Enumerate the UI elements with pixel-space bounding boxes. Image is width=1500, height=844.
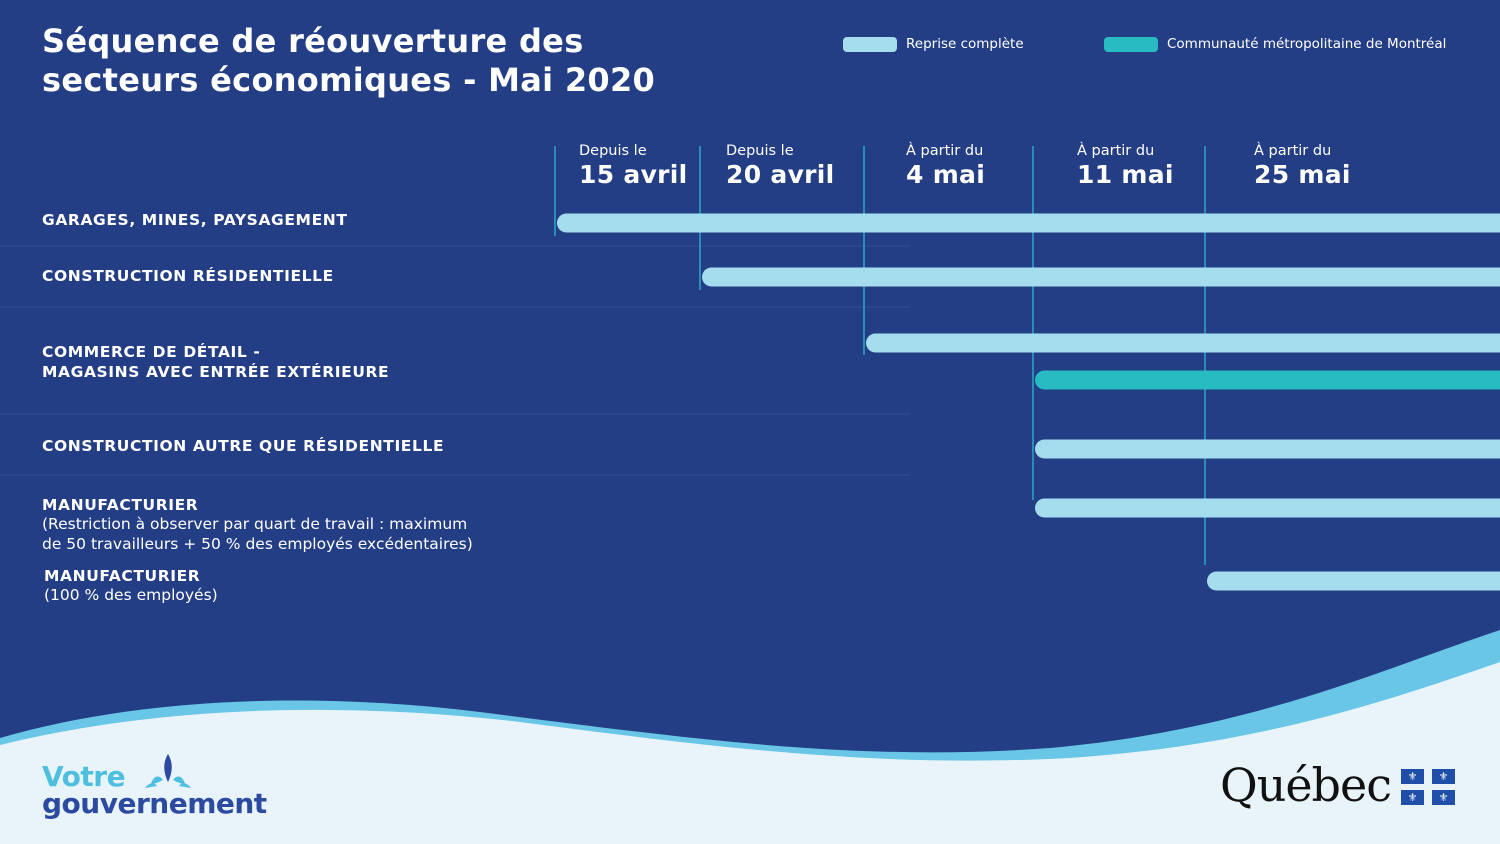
column-header-15-avril: Depuis le 15 avril	[579, 142, 688, 190]
row-label-manufacturier-restriction: MANUFACTURIER (Restriction à observer pa…	[42, 495, 522, 554]
column-date: 20 avril	[726, 160, 835, 189]
title-line-1: Séquence de réouverture des	[42, 22, 584, 60]
column-prefix: Depuis le	[579, 143, 647, 159]
column-prefix: Depuis le	[726, 143, 794, 159]
wave-pale-area	[0, 662, 1500, 844]
row-title-line-2: MAGASINS AVEC ENTRÉE EXTÉRIEURE	[42, 363, 390, 381]
column-header-25-mai: À partir du 25 mai	[1254, 142, 1351, 190]
gouvernement-text: gouvernement	[42, 787, 267, 820]
bar-full-row-5	[1207, 571, 1500, 591]
row-note: (Restriction à observer par quart de tra…	[42, 515, 468, 533]
fleur-de-lys-icon: ⚜	[1432, 769, 1455, 784]
legend-label-cmm: Communauté métropolitaine de Montréal	[1167, 36, 1447, 52]
bar-full-row-4	[1035, 498, 1500, 518]
row-label-commerce-detail: COMMERCE DE DÉTAIL - MAGASINS AVEC ENTRÉ…	[42, 342, 522, 382]
fleur-de-lys-icon: ⚜	[1401, 769, 1424, 784]
row-label-garages: GARAGES, MINES, PAYSAGEMENT	[42, 210, 522, 230]
column-header-4-mai: À partir du 4 mai	[906, 142, 985, 190]
row-label-manufacturier-100: MANUFACTURIER (100 % des employés)	[44, 566, 524, 606]
row-title: MANUFACTURIER	[44, 567, 201, 585]
bar-full-row-2	[866, 333, 1500, 353]
bar-full-row-0	[557, 213, 1500, 233]
fleur-de-lys-icon: ⚜	[1401, 790, 1424, 805]
legend-swatch-full	[843, 36, 897, 52]
row-label-construction-autre: CONSTRUCTION AUTRE QUE RÉSIDENTIELLE	[42, 436, 522, 456]
row-title: MANUFACTURIER	[42, 496, 199, 514]
column-prefix: À partir du	[906, 143, 984, 159]
legend-item-full: Reprise complète	[843, 36, 1024, 52]
row-title: CONSTRUCTION AUTRE QUE RÉSIDENTIELLE	[42, 437, 445, 455]
row-note: (100 % des employés)	[44, 586, 218, 604]
row-label-construction-residentielle: CONSTRUCTION RÉSIDENTIELLE	[42, 266, 522, 286]
footer-wave	[0, 630, 1500, 844]
column-header-11-mai: À partir du 11 mai	[1077, 142, 1174, 190]
legend-swatch-cmm	[1104, 36, 1158, 52]
column-header-20-avril: Depuis le 20 avril	[726, 142, 835, 190]
votre-text: Votre	[42, 760, 126, 793]
title-line-2: secteurs économiques - Mai 2020	[42, 61, 656, 99]
row-title: GARAGES, MINES, PAYSAGEMENT	[42, 211, 348, 229]
legend-item-cmm: Communauté métropolitaine de Montréal	[1104, 36, 1446, 52]
legend-label-full: Reprise complète	[906, 36, 1024, 52]
column-prefix: À partir du	[1254, 143, 1332, 159]
row-title: COMMERCE DE DÉTAIL -	[42, 343, 261, 361]
page-title: Séquence de réouverture des secteurs éco…	[42, 22, 655, 100]
column-date: 25 mai	[1254, 160, 1351, 189]
fleur-de-lys-icon: ⚜	[1432, 790, 1455, 805]
row-dividers	[0, 245, 910, 476]
column-prefix: À partir du	[1077, 143, 1155, 159]
row-note-line-2: de 50 travailleurs + 50 % des employés e…	[42, 534, 473, 553]
chart-bars	[557, 213, 1500, 591]
votre-gouvernement-logo: Votre gouvernement	[42, 752, 267, 818]
bar-full-row-3	[1035, 439, 1500, 459]
fleur-de-lys-icon	[145, 754, 192, 788]
bar-full-row-1	[702, 267, 1500, 287]
quebec-logo: Québec ⚜ ⚜ ⚜ ⚜	[1220, 758, 1455, 812]
quebec-flag-icon: ⚜ ⚜ ⚜ ⚜	[1401, 769, 1455, 805]
quebec-wordmark: Québec	[1220, 758, 1392, 812]
column-date: 11 mai	[1077, 160, 1174, 189]
column-date: 15 avril	[579, 160, 688, 189]
bar-cmm-row-2	[1035, 370, 1500, 390]
row-title: CONSTRUCTION RÉSIDENTIELLE	[42, 267, 334, 285]
column-date: 4 mai	[906, 160, 986, 189]
